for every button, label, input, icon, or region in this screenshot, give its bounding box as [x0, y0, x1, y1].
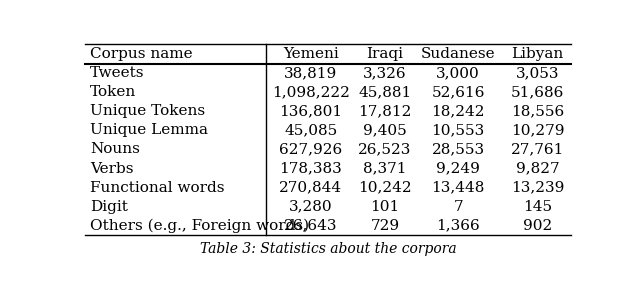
Text: 3,280: 3,280: [289, 200, 332, 214]
Text: Yemeni: Yemeni: [283, 47, 339, 61]
Text: 18,556: 18,556: [511, 104, 564, 118]
Text: 38,819: 38,819: [284, 66, 337, 80]
Text: 270,844: 270,844: [279, 181, 342, 195]
Text: 52,616: 52,616: [431, 85, 485, 99]
Text: 7: 7: [453, 200, 463, 214]
Text: 26,523: 26,523: [358, 142, 412, 156]
Text: 10,242: 10,242: [358, 181, 412, 195]
Text: Iraqi: Iraqi: [367, 47, 404, 61]
Text: 1,366: 1,366: [436, 219, 480, 233]
Text: 10,279: 10,279: [511, 123, 564, 137]
Text: 145: 145: [523, 200, 552, 214]
Text: 17,812: 17,812: [358, 104, 412, 118]
Text: Token: Token: [90, 85, 136, 99]
Text: 13,448: 13,448: [431, 181, 485, 195]
Text: 178,383: 178,383: [279, 161, 342, 176]
Text: 8,371: 8,371: [364, 161, 407, 176]
Text: Sudanese: Sudanese: [421, 47, 495, 61]
Text: 28,553: 28,553: [431, 142, 484, 156]
Text: 3,053: 3,053: [516, 66, 559, 80]
Text: Unique Tokens: Unique Tokens: [90, 104, 205, 118]
Text: 729: 729: [371, 219, 399, 233]
Text: 45,085: 45,085: [284, 123, 337, 137]
Text: Unique Lemma: Unique Lemma: [90, 123, 208, 137]
Text: 18,242: 18,242: [431, 104, 485, 118]
Text: Verbs: Verbs: [90, 161, 133, 176]
Text: 13,239: 13,239: [511, 181, 564, 195]
Text: Libyan: Libyan: [511, 47, 564, 61]
Text: 627,926: 627,926: [279, 142, 342, 156]
Text: 51,686: 51,686: [511, 85, 564, 99]
Text: Digit: Digit: [90, 200, 128, 214]
Text: Table 3: Statistics about the corpora: Table 3: Statistics about the corpora: [200, 242, 456, 256]
Text: 9,405: 9,405: [363, 123, 407, 137]
Text: 9,249: 9,249: [436, 161, 480, 176]
Text: 136,801: 136,801: [279, 104, 342, 118]
Text: 27,761: 27,761: [511, 142, 564, 156]
Text: Corpus name: Corpus name: [90, 47, 193, 61]
Text: Nouns: Nouns: [90, 142, 140, 156]
Text: 3,326: 3,326: [364, 66, 407, 80]
Text: 9,827: 9,827: [516, 161, 559, 176]
Text: 3,000: 3,000: [436, 66, 480, 80]
Text: Tweets: Tweets: [90, 66, 145, 80]
Text: 26,643: 26,643: [284, 219, 337, 233]
Text: 902: 902: [523, 219, 552, 233]
Text: 101: 101: [371, 200, 399, 214]
Text: 45,881: 45,881: [358, 85, 412, 99]
Text: Others (e.g., Foreign words): Others (e.g., Foreign words): [90, 219, 309, 233]
Text: 10,553: 10,553: [431, 123, 485, 137]
Text: Functional words: Functional words: [90, 181, 225, 195]
Text: 1,098,222: 1,098,222: [272, 85, 349, 99]
